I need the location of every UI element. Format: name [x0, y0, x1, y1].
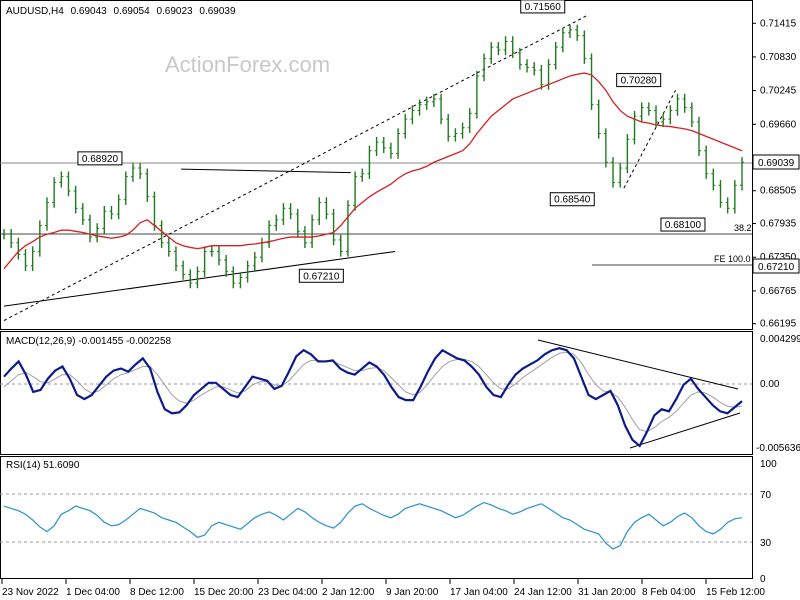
rsi-line [3, 501, 743, 550]
rsi-series [3, 501, 743, 550]
price-tick-label: 0.70830 [760, 52, 797, 63]
price-annotation-label: 0.67210 [303, 271, 340, 282]
price-tick-label: 0.68505 [760, 186, 797, 197]
ema-line [3, 72, 743, 270]
price-tick-label: 0.70245 [760, 86, 797, 97]
macd-tick-top: 0.004299 [760, 334, 800, 345]
x-tick-label: 8 Feb 04:00 [642, 587, 696, 598]
x-tick-label: 17 Jan 04:00 [450, 587, 508, 598]
price-tick-label: 0.69660 [760, 119, 797, 130]
price-annotation: 0.68920 [77, 151, 123, 166]
macd-line [3, 347, 743, 448]
fib-38-label: 38.2 [734, 223, 752, 233]
x-tick-label: 23 Nov 2022 [2, 587, 59, 598]
current-price-box [752, 154, 800, 170]
rsi-tick-0: 0 [760, 574, 766, 585]
x-tick-label: 24 Jan 12:00 [514, 587, 572, 598]
fe-price-box [752, 258, 800, 274]
price-tick-label: 0.66765 [760, 286, 797, 297]
price-annotation-label: 0.68100 [665, 220, 702, 231]
price-tick-label: 0.66195 [760, 319, 797, 330]
fe-price-label: 0.67210 [758, 262, 795, 273]
price-tick-label: 0.67350 [760, 252, 797, 263]
price-tick-label: 0.71415 [760, 18, 797, 29]
rsi-tick-30: 30 [760, 538, 772, 549]
macd-tick-zero: 0.00 [760, 379, 780, 390]
price-annotation-label: 0.68920 [82, 154, 119, 165]
price-annotation: 0.68540 [549, 192, 595, 207]
price-tick-label: 0.67935 [760, 219, 797, 230]
price-annotation: 0.68100 [660, 217, 706, 232]
x-tick-label: 2 Jan 12:00 [322, 587, 375, 598]
trendline [3, 250, 396, 307]
price-title: AUDUSD,H4 0.69043 0.69054 0.69023 0.6903… [6, 6, 236, 17]
macd-tick-bottom: -0.005636 [756, 443, 800, 454]
trendline [3, 15, 588, 321]
macd-trendlines [537, 339, 741, 449]
x-tick-label: 31 Jan 20:00 [578, 587, 636, 598]
macd-title: MACD(12,26,9) -0.001455 -0.002258 [6, 336, 172, 347]
x-tick-label: 15 Feb 12:00 [706, 587, 765, 598]
price-annotations: 0.71560 0.70280 0.68920 0.68540 0.68100 0.672… [77, 0, 706, 283]
x-axis: 23 Nov 2022 1 Dec 04:00 8 Dec 12:00 15 Dec … [1, 579, 765, 598]
rsi-panel-frame [0, 456, 753, 579]
price-annotation-label: 0.70280 [621, 76, 658, 87]
price-annotation: 0.71560 [520, 0, 566, 14]
macd-panel-frame [0, 331, 753, 455]
price-annotation-label: 0.68540 [554, 195, 591, 206]
x-tick-label: 9 Jan 20:00 [386, 587, 439, 598]
watermark: ActionForex.com [165, 52, 330, 77]
x-tick-label: 8 Dec 12:00 [130, 587, 184, 598]
macd-signal-line [3, 351, 743, 433]
rsi-title: RSI(14) 51.6090 [6, 460, 80, 471]
price-y-axis: 0.71415 0.70830 0.70245 0.69660 0.68505 0.679… [752, 18, 797, 330]
rsi-tick-100: 100 [760, 459, 777, 470]
price-series [2, 24, 744, 289]
x-tick-label: 23 Dec 04:00 [258, 587, 318, 598]
trendlines [3, 15, 677, 321]
trendline [181, 168, 351, 174]
price-annotation-label: 0.71560 [525, 2, 562, 13]
current-price-label: 0.69039 [758, 158, 795, 169]
price-annotation: 0.70280 [616, 73, 662, 88]
x-tick-label: 15 Dec 20:00 [194, 587, 254, 598]
trendline [623, 90, 677, 189]
x-tick-label: 1 Dec 04:00 [66, 587, 120, 598]
rsi-tick-70: 70 [760, 490, 772, 501]
fe-100-label: FE 100.0 [714, 254, 751, 264]
macd-series [3, 347, 743, 448]
price-annotation: 0.67210 [298, 268, 344, 283]
